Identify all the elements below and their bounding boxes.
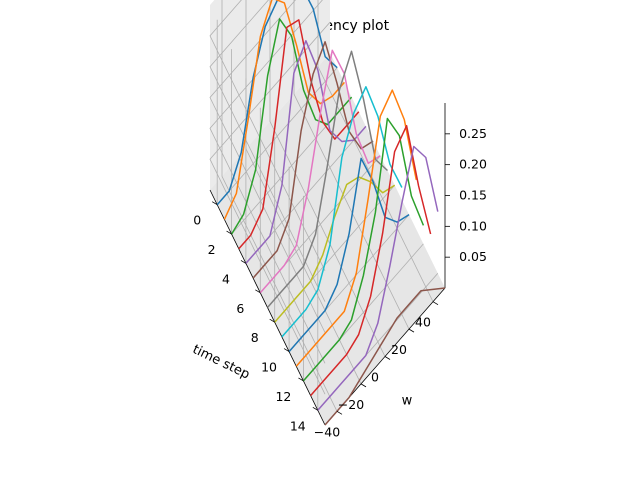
w-tick-label: −40 bbox=[314, 424, 340, 439]
z-tick-label: 0.05 bbox=[459, 249, 487, 264]
series-line-12 bbox=[302, 117, 425, 382]
x-tick-label: 4 bbox=[222, 271, 230, 286]
z-tick-label: 0.15 bbox=[459, 188, 487, 203]
w-gridline bbox=[269, 0, 386, 357]
w-tick-mark bbox=[408, 328, 415, 333]
series-line-6 bbox=[259, 49, 381, 294]
w-tick-mark bbox=[384, 356, 391, 360]
series-line-11 bbox=[295, 89, 418, 367]
x-tick-mark bbox=[240, 260, 247, 264]
x-axis-label: time step bbox=[190, 342, 252, 382]
x-tick-mark bbox=[283, 348, 290, 352]
x-tick-label: 14 bbox=[290, 418, 306, 433]
w-tick-mark bbox=[360, 383, 367, 388]
series-line-5 bbox=[252, 41, 374, 279]
x-tick-mark bbox=[298, 377, 304, 382]
x-tick-label: 10 bbox=[261, 360, 277, 375]
x-tick-mark bbox=[269, 318, 275, 323]
series-line-14 bbox=[317, 145, 439, 411]
series-line-10 bbox=[288, 157, 410, 353]
z-gridline bbox=[209, 0, 326, 333]
x-tick-mark bbox=[211, 201, 218, 206]
w-gridline bbox=[317, 0, 434, 302]
series-line-7 bbox=[266, 50, 389, 308]
x-tick-label: 12 bbox=[275, 389, 291, 404]
w-tick-label: 20 bbox=[391, 342, 407, 357]
x-tick-label: 6 bbox=[236, 301, 244, 316]
z-gridline bbox=[209, 21, 331, 395]
w-gridline bbox=[293, 0, 410, 330]
series-line-3 bbox=[238, 19, 360, 250]
series-line-15 bbox=[324, 287, 446, 426]
series-line-2 bbox=[230, 18, 353, 235]
x-tick-mark bbox=[255, 289, 261, 294]
axis-panes bbox=[210, 0, 445, 425]
z-tick-label: 0.20 bbox=[459, 157, 487, 172]
w-tick-label: 40 bbox=[415, 315, 431, 330]
x-tick-mark bbox=[226, 230, 232, 235]
x-tick-label: 0 bbox=[193, 213, 201, 228]
z-tick-label: 0.25 bbox=[459, 126, 487, 141]
y-axis-label: w bbox=[402, 394, 413, 409]
w-tick-mark bbox=[336, 410, 343, 415]
w-tick-label: −20 bbox=[338, 397, 364, 412]
series-group bbox=[216, 0, 446, 426]
w-tick-mark bbox=[432, 301, 439, 306]
z-gridline bbox=[209, 0, 326, 271]
series-line-9 bbox=[281, 86, 403, 338]
x-tick-label: 2 bbox=[208, 242, 216, 257]
series-line-13 bbox=[310, 124, 432, 397]
z-tick-label: 0.10 bbox=[459, 218, 487, 233]
w-tick-label: 0 bbox=[371, 370, 379, 385]
x-tick-label: 8 bbox=[251, 330, 259, 345]
x-tick-mark bbox=[312, 406, 319, 411]
